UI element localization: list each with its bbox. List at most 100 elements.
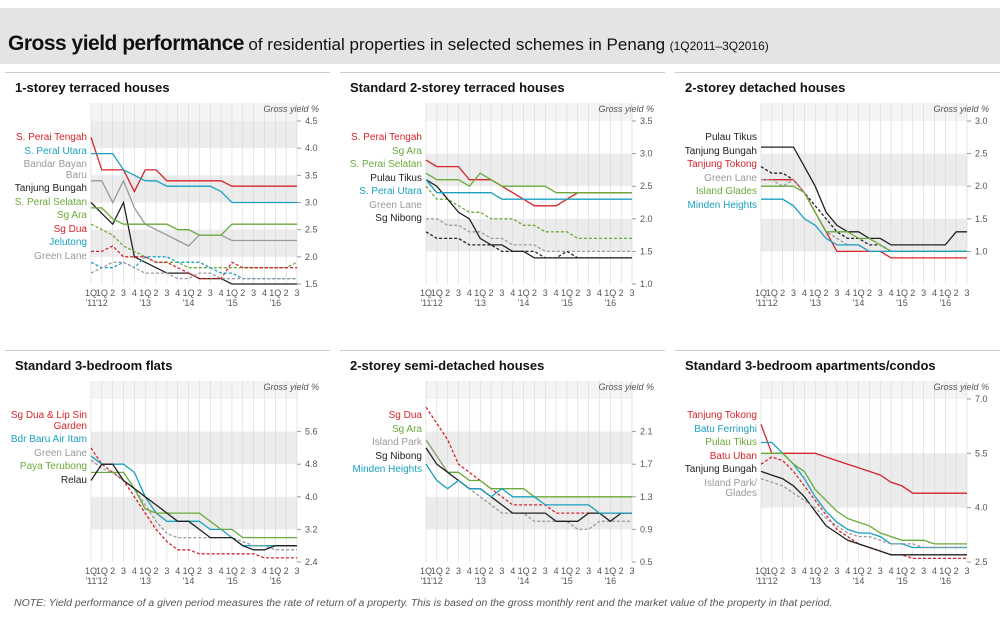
- y-tick-label: 0.5: [640, 557, 653, 567]
- x-tick-label: 3: [121, 566, 126, 576]
- x-tick-label: 1Q: [896, 288, 908, 298]
- x-tick-label: 4: [467, 288, 472, 298]
- x-tick-label: 2: [575, 288, 580, 298]
- x-tick-label: 4: [554, 566, 559, 576]
- legend-label: Batu Uban: [709, 450, 757, 462]
- x-year-label: '11: [85, 298, 96, 308]
- x-tick-label: 1Q: [518, 288, 530, 298]
- y-axis-title: Gross yield %: [933, 104, 989, 114]
- y-axis-title: Gross yield %: [263, 382, 319, 392]
- series-line: [426, 218, 632, 253]
- x-year-label: '13: [139, 576, 151, 586]
- series-line: [91, 179, 297, 247]
- x-tick-label: 2: [532, 566, 537, 576]
- x-tick-label: 2: [619, 288, 624, 298]
- chart-title: Standard 2-storey terraced houses: [350, 80, 565, 95]
- x-tick-label: 3: [456, 566, 461, 576]
- legend-label: Minden Heights: [352, 464, 422, 475]
- x-tick-label: 2: [867, 288, 872, 298]
- x-year-label: '16: [269, 298, 281, 308]
- x-tick-label: 2: [780, 566, 785, 576]
- period: (1Q2011–3Q2016): [669, 39, 769, 53]
- x-tick-label: 4: [845, 566, 850, 576]
- x-year-label: '12: [96, 576, 108, 586]
- series-line: [425, 439, 632, 498]
- x-year-label: '14: [183, 298, 195, 308]
- x-tick-label: 2: [780, 288, 785, 298]
- x-year-label: '11: [755, 576, 766, 586]
- x-tick-label: 1Q: [755, 288, 767, 298]
- x-tick-label: 1Q: [226, 288, 238, 298]
- x-tick-label: 4: [510, 288, 515, 298]
- x-tick-label: 2: [445, 566, 450, 576]
- x-tick-label: 2: [954, 288, 959, 298]
- y-tick-label: 3.0: [975, 116, 988, 126]
- series-line: [760, 470, 967, 556]
- x-year-label: '15: [896, 298, 908, 308]
- x-tick-label: 2: [489, 288, 494, 298]
- series-line: [761, 146, 967, 246]
- y-tick-label: 3.0: [305, 198, 318, 208]
- x-tick-label: 4: [802, 288, 807, 298]
- x-tick-label: 2: [154, 288, 159, 298]
- x-tick-label: 3: [499, 288, 504, 298]
- y-tick-label: 2.5: [305, 225, 318, 235]
- legend-label: Pulau Tikus: [370, 172, 422, 184]
- x-tick-label: 1Q: [939, 566, 951, 576]
- y-tick-label: 2.0: [305, 252, 318, 262]
- x-year-label: '15: [226, 576, 238, 586]
- y-tick-label: 2.5: [975, 149, 988, 159]
- y-tick-label: 5.6: [305, 427, 318, 437]
- y-tick-label: 3.2: [305, 524, 318, 534]
- plot-top: [761, 103, 967, 121]
- x-year-label: '11: [85, 576, 96, 586]
- x-tick-label: 1Q: [96, 566, 108, 576]
- series-line: [425, 179, 632, 200]
- legend-label: Sg Nibong: [375, 450, 422, 462]
- x-year-label: '13: [474, 298, 486, 308]
- chart-panel: 1Q '11 1Q '12 2 3 4 1Q '13 2 3 4 1Q '14 2 3 4 1Q '15 2 3 4 1Q '…: [5, 350, 330, 616]
- x-tick-label: 3: [834, 288, 839, 298]
- grid-band: [761, 153, 967, 187]
- series-line: [90, 261, 297, 280]
- x-year-label: '12: [766, 576, 778, 586]
- x-tick-label: 3: [294, 566, 299, 576]
- x-tick-label: 2: [532, 288, 537, 298]
- x-tick-label: 2: [954, 566, 959, 576]
- series-line: [760, 424, 967, 494]
- x-year-label: '15: [896, 576, 908, 586]
- legend-label: Batu Ferringhi: [694, 423, 757, 435]
- x-tick-label: 4: [889, 288, 894, 298]
- series-line: [90, 447, 297, 559]
- header: Gross yield performance of residential p…: [0, 8, 1000, 64]
- x-tick-label: 1Q: [604, 288, 616, 298]
- x-tick-label: 3: [294, 288, 299, 298]
- legend-label: Tanjung Tokong: [687, 410, 757, 421]
- x-tick-label: 3: [164, 566, 169, 576]
- x-year-label: '16: [604, 576, 616, 586]
- y-tick-label: 4.0: [305, 143, 318, 153]
- x-tick-label: 1Q: [85, 566, 97, 576]
- x-tick-label: 1Q: [853, 288, 865, 298]
- legend-label: Pulau Tikus: [705, 132, 757, 143]
- x-tick-label: 3: [208, 288, 213, 298]
- x-year-label: '13: [474, 576, 486, 586]
- y-axis-title: Gross yield %: [933, 382, 989, 392]
- legend: Tanjung Tokong Batu Ferringhi Pulau Tikus B…: [677, 410, 757, 500]
- plot-top: [761, 381, 967, 399]
- x-year-label: '16: [269, 576, 281, 586]
- x-tick-label: 3: [499, 566, 504, 576]
- x-tick-label: 1Q: [139, 566, 151, 576]
- x-tick-label: 4: [175, 288, 180, 298]
- chart-panel: 1Q '11 1Q '12 2 3 4 1Q '13 2 3 4 1Q '14 2 3 4 1Q '15 2 3 4 1Q '…: [5, 72, 330, 338]
- legend-label: Tanjung Tokong: [687, 159, 757, 170]
- chart-panel: 1Q '11 1Q '12 2 3 4 1Q '13 2 3 4 1Q '14 2 3 4 1Q '15 2 3 4 1Q '…: [340, 72, 665, 338]
- x-tick-label: 2: [824, 288, 829, 298]
- legend-label: Jelutong: [49, 237, 87, 248]
- y-tick-label: 1.5: [975, 214, 988, 224]
- x-tick-label: 2: [110, 288, 115, 298]
- x-tick-label: 1Q: [431, 288, 443, 298]
- y-tick-label: 0.9: [640, 524, 653, 534]
- legend-label: Tanjung Bungah: [684, 464, 757, 475]
